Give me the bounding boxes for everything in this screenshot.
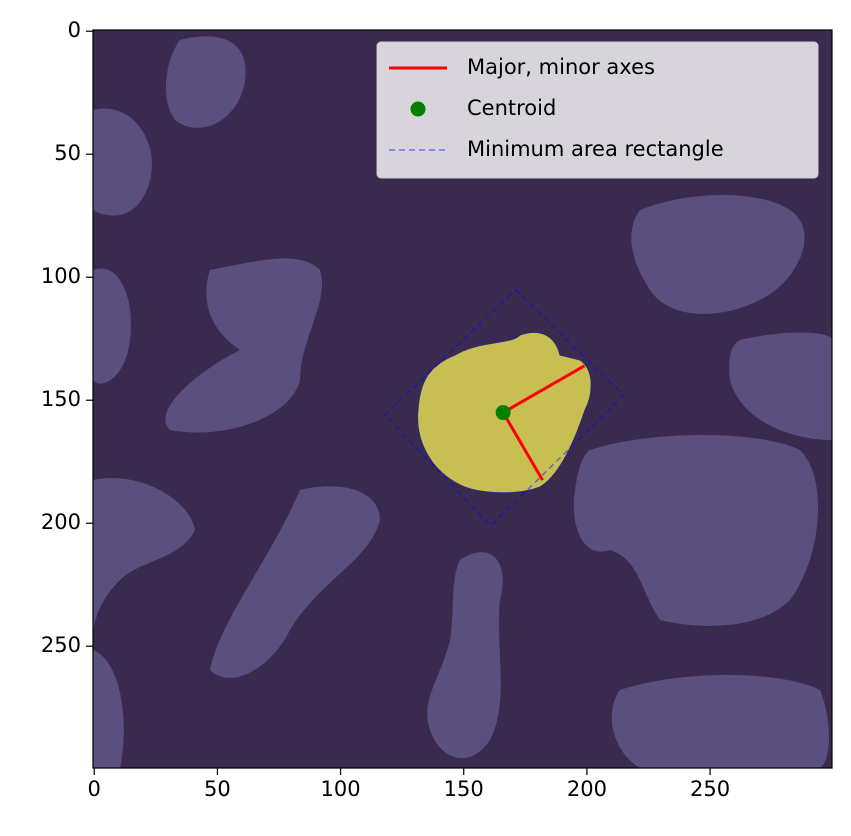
centroid-marker <box>495 405 511 421</box>
legend-label: Major, minor axes <box>467 55 655 79</box>
x-tick-label: 50 <box>204 777 231 801</box>
y-tick-label: 0 <box>68 18 81 42</box>
y-tick-label: 100 <box>41 264 81 288</box>
plot-frame <box>92 29 833 769</box>
legend-box <box>376 41 819 179</box>
x-tick-label: 100 <box>321 777 361 801</box>
x-tick-label: 250 <box>690 777 730 801</box>
x-tick-label: 200 <box>567 777 607 801</box>
legend-label: Centroid <box>467 96 556 120</box>
legend-label: Minimum area rectangle <box>467 137 724 161</box>
x-tick-label: 0 <box>88 777 101 801</box>
legend-marker <box>410 101 426 117</box>
rectangle-outline <box>383 288 625 527</box>
y-tick-label: 150 <box>41 387 81 411</box>
x-tick-label: 150 <box>444 777 484 801</box>
y-tick-label: 250 <box>41 633 81 657</box>
y-tick-label: 200 <box>41 510 81 534</box>
y-tick-label: 50 <box>54 141 81 165</box>
